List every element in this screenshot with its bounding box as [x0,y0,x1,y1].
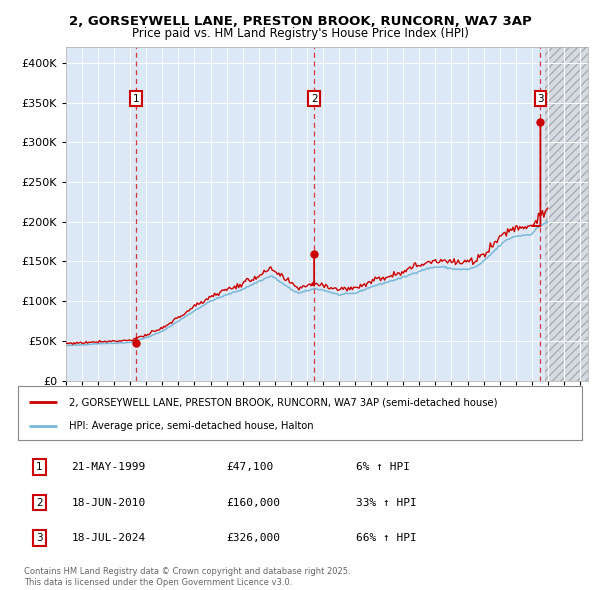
Bar [545,47,588,381]
Text: 18-JUL-2024: 18-JUL-2024 [71,533,146,543]
Text: Contains HM Land Registry data © Crown copyright and database right 2025.
This d: Contains HM Land Registry data © Crown c… [23,567,350,586]
Text: 2: 2 [311,94,317,104]
Text: 1: 1 [36,462,43,472]
Text: 66% ↑ HPI: 66% ↑ HPI [356,533,417,543]
Text: £47,100: £47,100 [227,462,274,472]
Text: HPI: Average price, semi-detached house, Halton: HPI: Average price, semi-detached house,… [69,421,313,431]
Text: 33% ↑ HPI: 33% ↑ HPI [356,497,417,507]
Text: £326,000: £326,000 [227,533,281,543]
Text: 3: 3 [537,94,544,104]
Bar [545,47,588,381]
Text: 1: 1 [133,94,140,104]
Text: £160,000: £160,000 [227,497,281,507]
Text: 2: 2 [36,497,43,507]
Text: 6% ↑ HPI: 6% ↑ HPI [356,462,410,472]
Text: 2, GORSEYWELL LANE, PRESTON BROOK, RUNCORN, WA7 3AP: 2, GORSEYWELL LANE, PRESTON BROOK, RUNCO… [68,15,532,28]
Text: 2, GORSEYWELL LANE, PRESTON BROOK, RUNCORN, WA7 3AP (semi-detached house): 2, GORSEYWELL LANE, PRESTON BROOK, RUNCO… [69,398,497,407]
Text: 21-MAY-1999: 21-MAY-1999 [71,462,146,472]
FancyBboxPatch shape [18,386,582,440]
Text: 18-JUN-2010: 18-JUN-2010 [71,497,146,507]
Text: Price paid vs. HM Land Registry's House Price Index (HPI): Price paid vs. HM Land Registry's House … [131,27,469,40]
Text: 3: 3 [36,533,43,543]
